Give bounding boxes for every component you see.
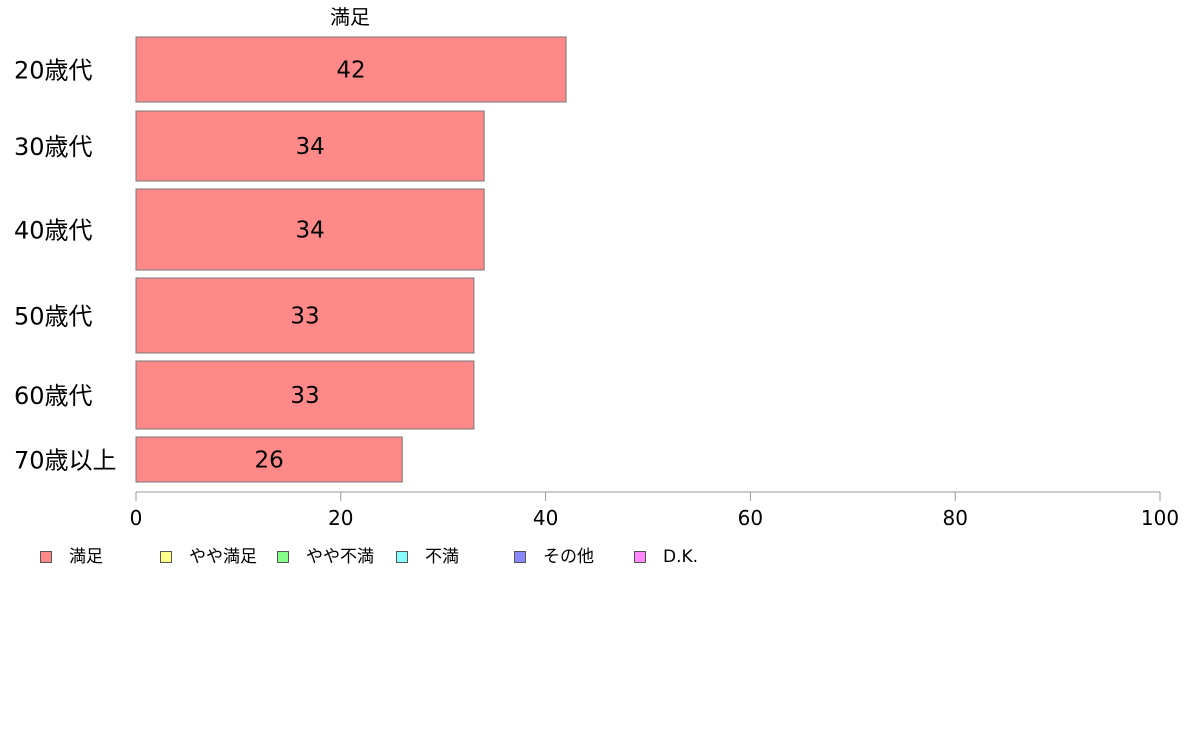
chart-title: 満足 <box>330 5 370 29</box>
legend-swatch <box>634 551 646 563</box>
legend-label: やや不満 <box>306 547 374 567</box>
legend-item: やや満足 <box>160 546 257 568</box>
legend-label: やや満足 <box>189 547 257 567</box>
category-label: 30歳代 <box>14 133 93 161</box>
bar-value-label: 33 <box>290 304 319 330</box>
bar <box>135 360 475 430</box>
legend: 満足 やや満足 やや不満 不満 その他 D.K. <box>40 546 1140 568</box>
x-axis: 0 20 40 60 80 100 <box>130 491 1179 530</box>
category-label: 60歳代 <box>14 382 93 410</box>
x-tick-label: 0 <box>130 506 143 530</box>
legend-swatch <box>160 551 172 563</box>
legend-item: その他 <box>514 546 594 568</box>
bar-value-label: 26 <box>254 448 283 474</box>
legend-item: 不満 <box>396 546 459 568</box>
legend-item: D.K. <box>634 546 698 568</box>
bar-value-label: 34 <box>295 218 324 244</box>
x-tick-label: 100 <box>1141 506 1179 530</box>
category-labels: 20歳代 30歳代 40歳代 50歳代 60歳代 70歳以上 <box>14 57 117 475</box>
bar-value-labels: 42 34 34 33 33 26 <box>254 58 365 474</box>
legend-label: その他 <box>543 547 594 567</box>
legend-item: やや不満 <box>277 546 374 568</box>
legend-label: 満足 <box>69 547 103 567</box>
category-label: 70歳以上 <box>14 447 117 475</box>
bar-value-label: 33 <box>290 383 319 409</box>
category-label: 20歳代 <box>14 57 93 85</box>
category-label: 40歳代 <box>14 217 93 245</box>
bar <box>135 188 485 271</box>
bar-value-label: 34 <box>295 134 324 160</box>
legend-swatch <box>277 551 289 563</box>
bar <box>135 277 475 354</box>
legend-swatch <box>514 551 526 563</box>
x-tick-label: 80 <box>942 506 967 530</box>
legend-item: 満足 <box>40 546 103 568</box>
bar <box>135 436 403 483</box>
bar-chart: 満足 42 34 34 33 33 26 20歳代 30歳代 40歳代 50歳代 60歳代 70歳以… <box>14 5 1179 530</box>
legend-swatch <box>396 551 408 563</box>
x-tick-label: 60 <box>738 506 763 530</box>
bar <box>135 110 485 182</box>
bar <box>135 36 567 103</box>
legend-swatch <box>40 551 52 563</box>
legend-label: D.K. <box>663 547 699 567</box>
x-tick-label: 40 <box>533 506 558 530</box>
category-label: 50歳代 <box>14 303 93 331</box>
bars-group <box>135 36 567 483</box>
bar-value-label: 42 <box>336 58 365 84</box>
legend-label: 不満 <box>425 547 459 567</box>
x-tick-label: 20 <box>328 506 353 530</box>
